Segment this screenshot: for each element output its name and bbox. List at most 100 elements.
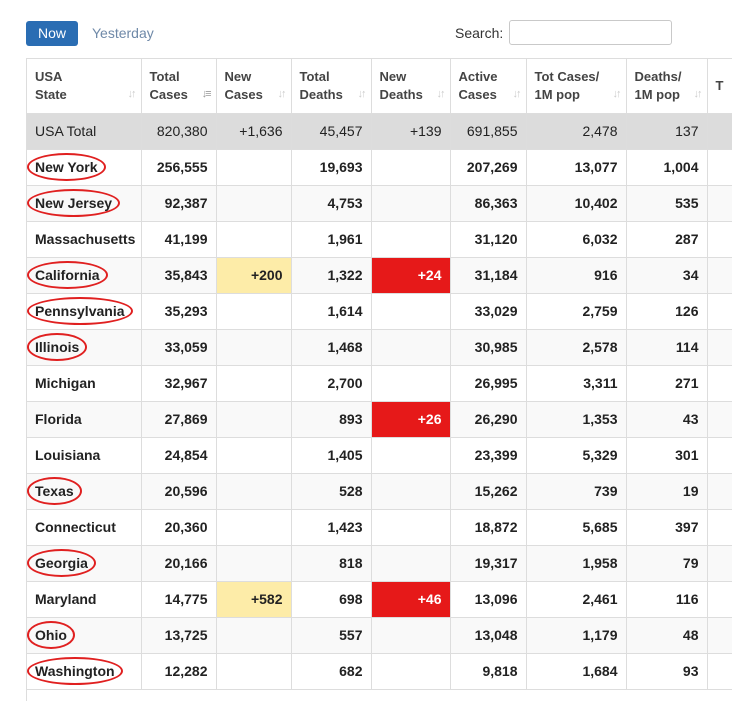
column-header-new-cases[interactable]: New Cases ↓↑ [216,59,292,114]
cell-active-cases: 31,184 [450,257,527,294]
column-header-total-deaths[interactable]: Total Deaths ↓↑ [291,59,372,114]
cell-new-cases [216,149,292,186]
table-row: Washington 12,282 682 9,818 1,684 93 [27,653,732,690]
now-button[interactable]: Now [26,21,78,46]
header-line1: T [715,77,724,93]
cell-new-cases [216,221,292,258]
cell-new-deaths: +24 [371,257,451,294]
cell-cases-per-1m: 10,402 [526,185,627,222]
state-name: Maryland [35,591,97,607]
cell-total-cases: 14,775 [141,581,217,618]
header-line1: New [379,68,407,84]
search-label: Search: [455,25,504,41]
column-header-new-deaths[interactable]: New Deaths ↓↑ [371,59,451,114]
cell-truncated [707,617,732,654]
cell-new-cases: +1,636 [216,113,292,150]
cell-new-deaths [371,293,451,330]
state-name: Washington [27,657,123,685]
sort-icon: ↓↑ [512,87,522,100]
column-header-truncated[interactable]: T [707,59,732,114]
sort-icon: ↓↑ [277,87,287,100]
state-name: Texas [27,477,82,505]
cell-cases-per-1m: 2,759 [526,293,627,330]
cell-state: Louisiana [27,437,142,474]
cell-new-deaths: +26 [371,401,451,438]
cell-active-cases: 30,985 [450,329,527,366]
state-name: Louisiana [35,447,101,463]
cell-total-cases: 41,199 [141,221,217,258]
cell-total-cases: 820,380 [141,113,217,150]
cell-truncated [707,473,732,510]
cell-deaths-per-1m: 34 [626,257,708,294]
cell-active-cases: 13,096 [450,581,527,618]
cell-new-deaths [371,329,451,366]
cell-deaths-per-1m: 126 [626,293,708,330]
cell-total-cases: 27,869 [141,401,217,438]
cell-new-deaths [371,509,451,546]
table-row: Georgia 20,166 818 19,317 1,958 79 [27,545,732,582]
cell-total-deaths: 1,468 [291,329,372,366]
state-name: Illinois [27,333,88,361]
cell-deaths-per-1m: 287 [626,221,708,258]
cell-truncated [707,185,732,222]
sort-icon: ↓↑ [693,87,703,100]
cell-state: Maryland [27,581,142,618]
cell-state: Illinois [27,329,142,366]
cell-truncated [707,293,732,330]
cell-total-cases: 92,387 [141,185,217,222]
cell-active-cases: 33,029 [450,293,527,330]
state-name: New Jersey [27,189,121,217]
sort-icon: ↓↑ [127,87,137,100]
column-header-cases-per-1m[interactable]: Tot Cases/1M pop ↓↑ [526,59,627,114]
cell-truncated [707,365,732,402]
cell-new-deaths [371,545,451,582]
cell-new-deaths [371,221,451,258]
column-header-active-cases[interactable]: Active Cases ↓↑ [450,59,527,114]
cell-active-cases: 15,262 [450,473,527,510]
table-row: Maryland 14,775 +582 698 +46 13,096 2,461 116 [27,581,732,618]
header-line1: Deaths/ [634,68,682,84]
table-row: Illinois 33,059 1,468 30,985 2,578 114 [27,329,732,366]
column-header-total-cases[interactable]: Total Cases ↓≡ [141,59,217,114]
cell-state: New Jersey [27,185,142,222]
header-line1: Tot Cases/ [534,68,600,84]
cell-cases-per-1m: 916 [526,257,627,294]
cell-state: Michigan [27,365,142,402]
cell-total-cases: 12,282 [141,653,217,690]
cell-active-cases: 19,317 [450,545,527,582]
header-line2: Deaths [379,86,423,102]
cell-total-deaths: 19,693 [291,149,372,186]
cell-new-deaths: +139 [371,113,451,150]
cell-active-cases: 9,818 [450,653,527,690]
sort-icon: ↓↑ [357,87,367,100]
cell-truncated: ◂ [707,113,732,150]
cell-state: Connecticut [27,509,142,546]
cell-new-cases [216,293,292,330]
cell-active-cases: 26,995 [450,365,527,402]
cell-new-deaths [371,365,451,402]
header-line1: Active [458,68,498,84]
cell-total-deaths: 1,322 [291,257,372,294]
yesterday-tab[interactable]: Yesterday [92,25,154,41]
table-row: New York 256,555 19,693 207,269 13,077 1,004 [27,149,732,186]
cell-state: New York [27,149,142,186]
header-line2: Deaths [299,86,343,102]
column-header-deaths-per-1m[interactable]: Deaths/1M pop ↓↑ [626,59,708,114]
covid-table-container: USA State ↓↑ Total Cases ↓≡ New Cases ↓↑ Total… [26,58,732,701]
cell-state: Washington [27,653,142,690]
cell-active-cases: 207,269 [450,149,527,186]
cell-total-cases: 24,854 [141,437,217,474]
column-header-state[interactable]: USA State ↓↑ [27,59,142,114]
cell-total-cases: 256,555 [141,149,217,186]
search-input[interactable] [509,20,672,45]
covid-table: USA State ↓↑ Total Cases ↓≡ New Cases ↓↑ Total… [27,59,732,690]
cell-cases-per-1m: 2,578 [526,329,627,366]
cell-total-deaths: 2,700 [291,365,372,402]
cell-deaths-per-1m: 535 [626,185,708,222]
state-name: Georgia [27,549,96,577]
cell-state: USA Total [27,113,142,150]
sort-icon: ↓↑ [612,87,622,100]
cell-deaths-per-1m: 397 [626,509,708,546]
cell-cases-per-1m: 5,685 [526,509,627,546]
header-line2: State [35,86,67,102]
